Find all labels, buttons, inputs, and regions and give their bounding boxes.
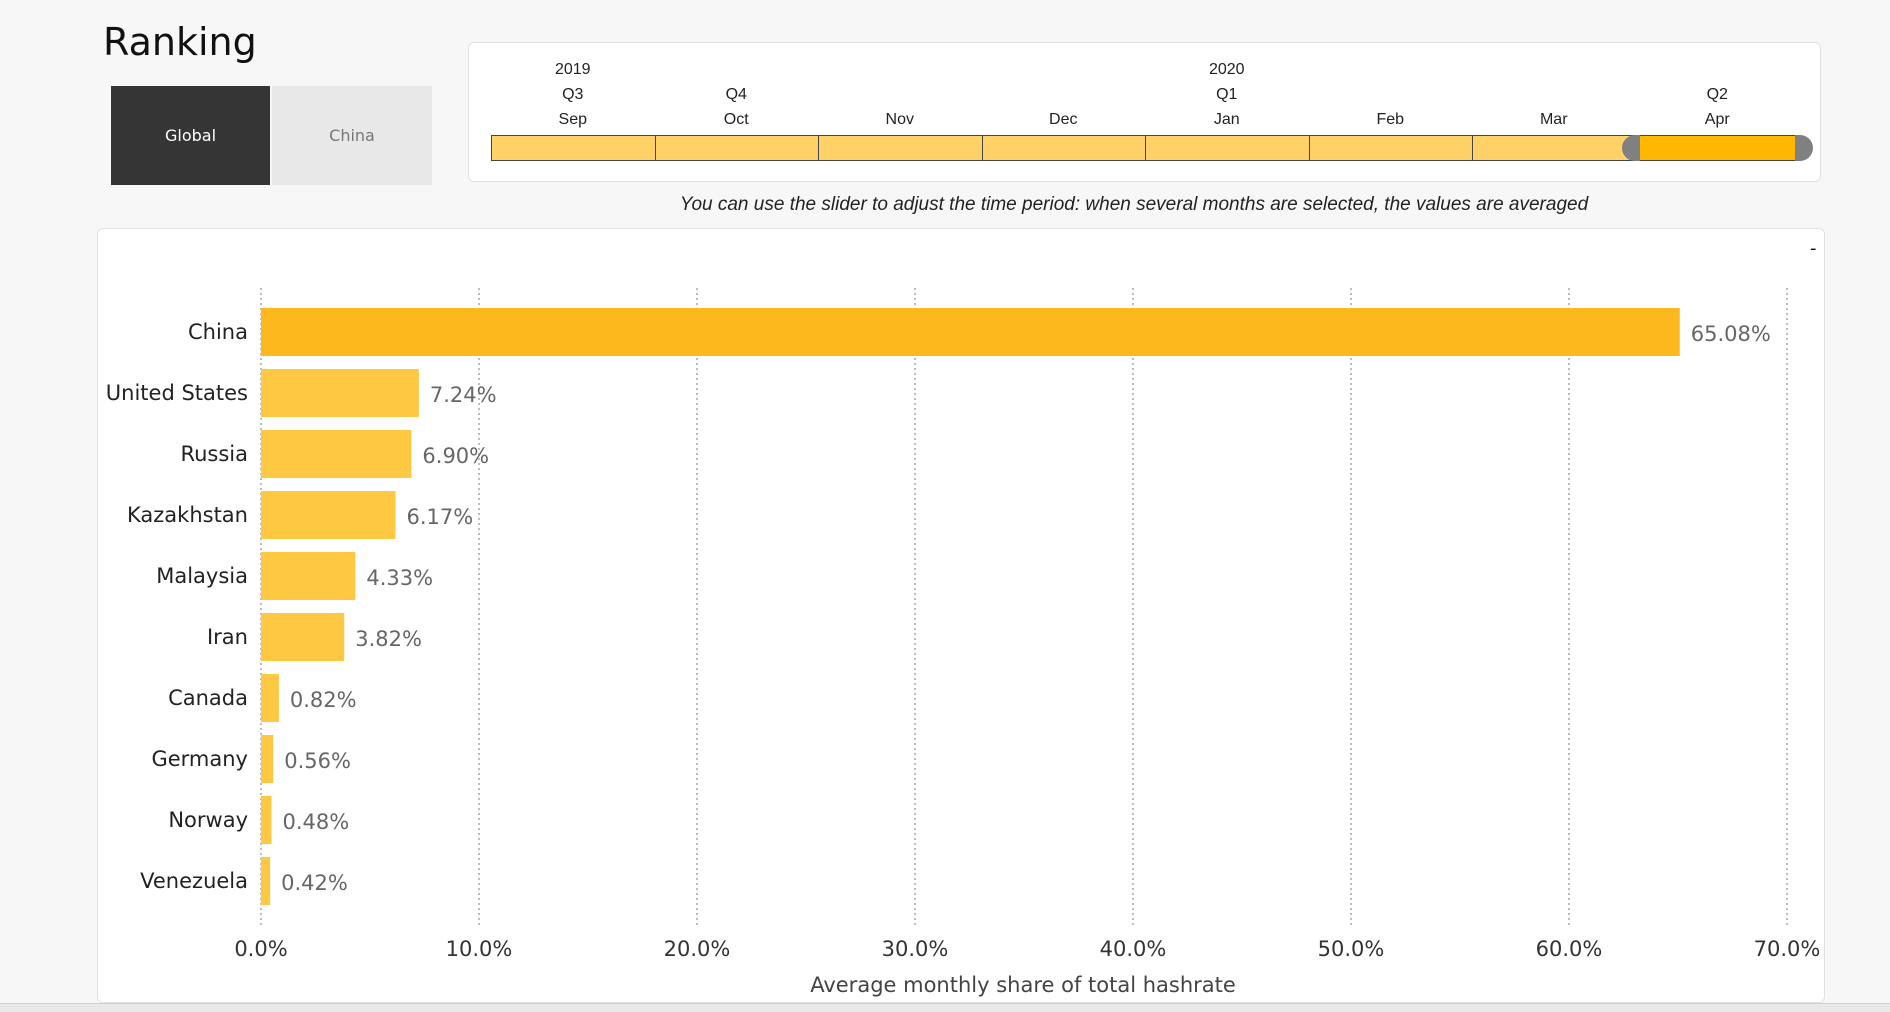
x-tick-label: 30.0%: [882, 937, 949, 961]
timeline-month-cell[interactable]: [1145, 135, 1310, 161]
collapse-button[interactable]: -: [1810, 238, 1817, 259]
bar-malaysia: [261, 552, 356, 600]
timeline-month-label: Oct: [723, 111, 749, 128]
bar-united-states: [261, 369, 419, 417]
horizontal-scrollbar[interactable]: [0, 1003, 1890, 1012]
bar-germany: [261, 735, 274, 783]
bar-venezuela: [261, 857, 271, 905]
x-tick-label: 50.0%: [1318, 937, 1385, 961]
category-label: Norway: [168, 808, 248, 832]
category-label: Germany: [151, 747, 248, 771]
x-tick-label: 70.0%: [1754, 937, 1821, 961]
timeline-month-label: Jan: [1213, 111, 1240, 128]
value-label: 4.33%: [366, 566, 433, 590]
category-label: Canada: [168, 686, 248, 710]
bar-china: [261, 308, 1680, 356]
value-label: 6.90%: [422, 444, 489, 468]
x-tick-label: 60.0%: [1536, 937, 1603, 961]
timeline-quarter-label: Q3: [562, 86, 584, 103]
value-label: 0.82%: [290, 688, 357, 712]
category-label: Malaysia: [156, 564, 248, 588]
slider-hint-text: You can use the slider to adjust the tim…: [679, 194, 1589, 215]
category-label: Venezuela: [140, 869, 248, 893]
timeline-month-cell[interactable]: [654, 135, 819, 161]
bar-iran: [261, 613, 345, 661]
value-label: 0.56%: [284, 749, 351, 773]
value-label: 7.24%: [430, 383, 497, 407]
category-label: Kazakhstan: [127, 503, 248, 527]
timeline-quarter-label: Q4: [725, 86, 747, 103]
x-tick-label: 40.0%: [1100, 937, 1167, 961]
value-label: 0.48%: [282, 810, 349, 834]
value-label: 3.82%: [355, 627, 422, 651]
timeline-month-label: Dec: [1049, 111, 1078, 128]
timeline-year-label: 2019: [554, 61, 591, 78]
x-axis-title: Average monthly share of total hashrate: [810, 973, 1236, 997]
timeline-month-label: Mar: [1539, 111, 1568, 128]
global-toggle-button[interactable]: Global: [111, 86, 270, 185]
slider-start-handle[interactable]: [1621, 135, 1640, 161]
bar-russia: [261, 430, 412, 478]
value-label: 65.08%: [1691, 322, 1771, 346]
x-tick-label: 10.0%: [446, 937, 513, 961]
x-tick-label: 20.0%: [664, 937, 731, 961]
timeline-year-label: 2020: [1208, 61, 1245, 78]
china-toggle-button[interactable]: China: [272, 86, 432, 185]
category-label: China: [188, 320, 248, 344]
value-label: 6.17%: [407, 505, 474, 529]
timeline-quarter-label: Q2: [1706, 86, 1728, 103]
bar-norway: [261, 796, 272, 844]
timeline-quarter-label: Q1: [1216, 86, 1238, 103]
value-label: 0.42%: [281, 871, 348, 895]
timeline-month-label: Sep: [558, 111, 587, 128]
bar-kazakhstan: [261, 491, 396, 539]
category-label: Russia: [180, 442, 248, 466]
timeline-month-label: Nov: [885, 111, 914, 128]
timeline-month-cell[interactable]: [491, 135, 656, 161]
category-label: Iran: [207, 625, 248, 649]
x-tick-label: 0.0%: [234, 937, 287, 961]
slider-end-handle[interactable]: [1795, 135, 1813, 161]
timeline-month-label: Apr: [1704, 111, 1730, 128]
category-label: United States: [106, 381, 248, 405]
timeline-month-label: Feb: [1376, 111, 1405, 128]
chart-panel: [97, 228, 1825, 1003]
timeline-month-cell[interactable]: [1472, 135, 1637, 161]
bar-canada: [261, 674, 279, 722]
page-title: Ranking: [103, 20, 257, 64]
